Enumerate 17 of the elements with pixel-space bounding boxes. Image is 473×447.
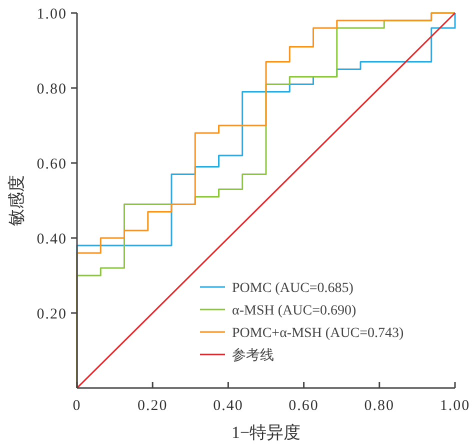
y-tick-label: 0.60 (36, 156, 67, 172)
legend-label: POMC (AUC=0.685) (232, 280, 354, 296)
legend-label: 参考线 (232, 347, 274, 364)
x-tick-label: 1.00 (440, 398, 470, 414)
x-tick-label: 0.60 (288, 398, 319, 414)
x-axis-title: 1−特异度 (231, 423, 301, 442)
y-tick-label: 0.80 (36, 81, 67, 98)
y-tick-label: 1.00 (36, 6, 67, 22)
y-axis-title: 敏感度 (7, 175, 26, 226)
x-tick-label: 0 (72, 398, 82, 414)
legend-label: POMC+α-MSH (AUC=0.743) (232, 326, 404, 341)
x-tick-label: 0.40 (213, 398, 244, 414)
y-tick-label: 0.20 (36, 306, 67, 322)
x-tick-label: 0.80 (364, 398, 395, 414)
x-tick-label: 0.20 (137, 398, 168, 414)
legend-label: α-MSH (AUC=0.690) (232, 303, 356, 318)
y-tick-label: 0.40 (36, 231, 67, 248)
